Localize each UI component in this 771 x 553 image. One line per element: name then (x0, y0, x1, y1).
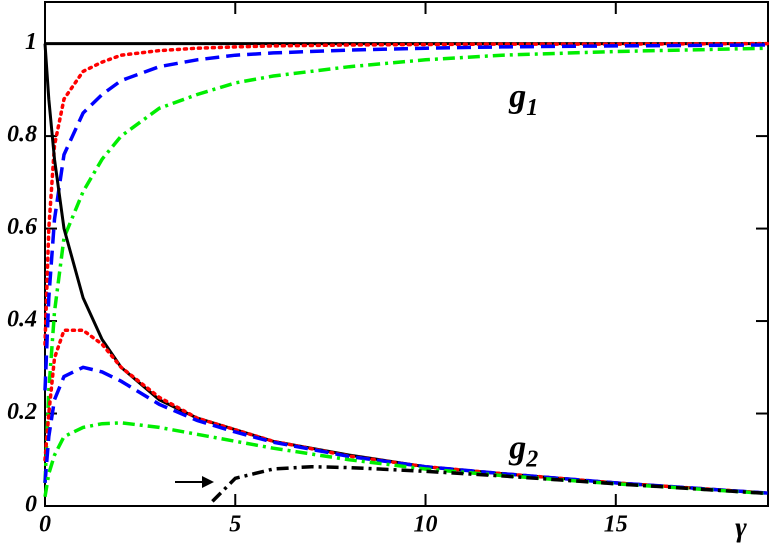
y-tick-label: 0.6 (7, 214, 37, 240)
series-line (43, 41, 770, 346)
y-tick-label: 1 (25, 29, 37, 55)
annotation-subscript: 2 (525, 446, 538, 472)
series-line (211, 464, 769, 503)
annotation: g2 (508, 429, 538, 472)
annotation-text: g (508, 78, 526, 115)
arrow (175, 476, 214, 488)
plot-frame (44, 1, 769, 507)
series-line (43, 43, 769, 391)
y-tick-label: 0.2 (7, 399, 37, 425)
x-tick-label: 15 (604, 512, 628, 538)
x-tick-label: 0 (39, 512, 51, 538)
x-tick-label: 5 (229, 512, 241, 538)
series-line (43, 46, 769, 483)
arrow-head (202, 476, 214, 488)
annotation-text: g (508, 429, 526, 466)
y-tick-label: 0 (25, 492, 37, 518)
series-line (43, 365, 769, 495)
x-tick-label: 10 (414, 512, 438, 538)
annotation: g1 (508, 78, 538, 121)
y-tick-label: 0.4 (7, 307, 37, 333)
annotation-subscript: 1 (526, 95, 538, 121)
y-tick-label: 0.8 (7, 122, 37, 148)
x-axis-label: γ (735, 512, 747, 543)
series-line (43, 421, 769, 498)
